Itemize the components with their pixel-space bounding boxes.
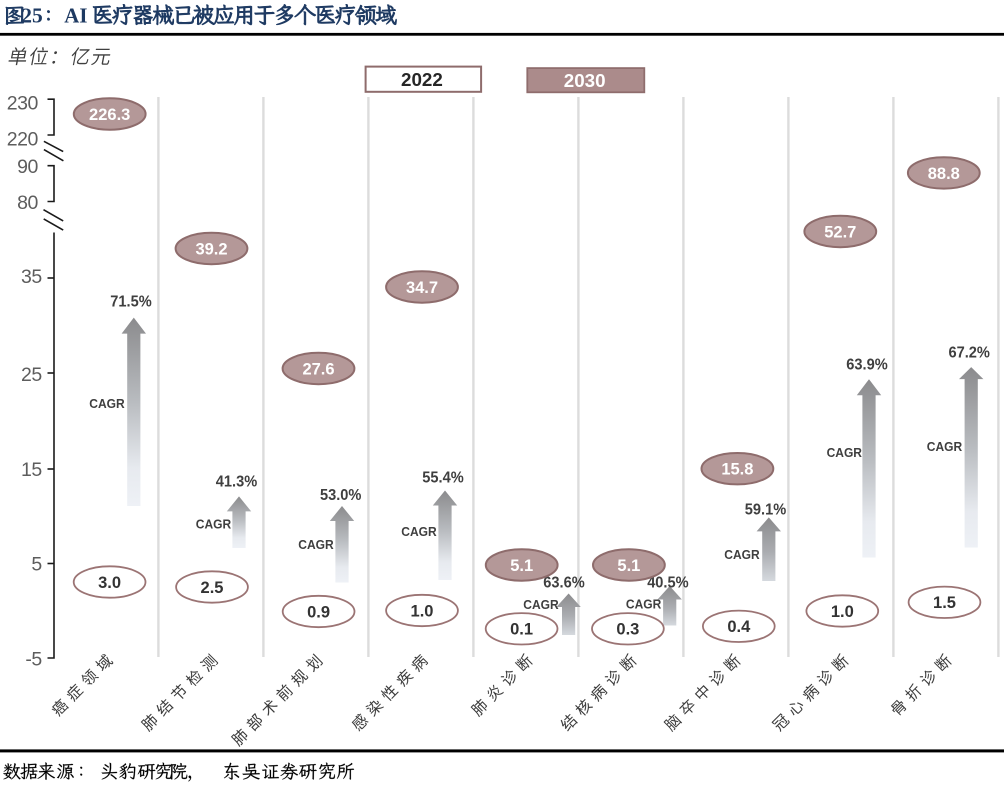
svg-text:53.0%: 53.0%: [320, 487, 362, 504]
svg-text:CAGR: CAGR: [401, 524, 437, 539]
svg-text:-5: -5: [25, 648, 42, 670]
svg-text:0.3: 0.3: [616, 621, 639, 639]
svg-text:230: 230: [7, 92, 39, 114]
svg-text:15: 15: [21, 459, 42, 481]
svg-text:1.0: 1.0: [411, 602, 434, 620]
svg-text:5.1: 5.1: [510, 557, 533, 575]
svg-text:CAGR: CAGR: [927, 439, 963, 454]
svg-text:CAGR: CAGR: [724, 547, 760, 562]
svg-text:71.5%: 71.5%: [110, 293, 152, 310]
svg-text:2030: 2030: [564, 70, 606, 91]
svg-text:59.1%: 59.1%: [745, 502, 787, 519]
svg-text:52.7: 52.7: [824, 223, 856, 241]
svg-text:34.7: 34.7: [406, 279, 438, 297]
svg-text:0.1: 0.1: [510, 621, 533, 639]
svg-text:63.9%: 63.9%: [846, 357, 888, 374]
svg-text:40.5%: 40.5%: [647, 574, 689, 591]
svg-text:15.8: 15.8: [721, 461, 753, 479]
svg-text:CAGR: CAGR: [89, 396, 125, 411]
svg-text:41.3%: 41.3%: [216, 473, 258, 490]
svg-text:3.0: 3.0: [98, 574, 121, 592]
svg-text:88.8: 88.8: [928, 165, 960, 183]
svg-text:39.2: 39.2: [195, 240, 227, 258]
svg-text:35: 35: [21, 266, 42, 288]
svg-text:80: 80: [17, 192, 38, 214]
svg-text:2.5: 2.5: [201, 579, 224, 597]
svg-text:CAGR: CAGR: [626, 596, 662, 611]
svg-text:2022: 2022: [401, 69, 443, 90]
svg-text:27.6: 27.6: [302, 360, 334, 378]
svg-text:CAGR: CAGR: [298, 537, 334, 552]
svg-text:55.4%: 55.4%: [422, 469, 464, 486]
svg-text:25: 25: [21, 364, 42, 386]
svg-text:67.2%: 67.2%: [949, 345, 991, 362]
svg-text:CAGR: CAGR: [827, 445, 863, 460]
svg-text:1.0: 1.0: [831, 603, 854, 621]
svg-text:226.3: 226.3: [89, 106, 130, 124]
svg-text:AI: AI: [64, 5, 87, 28]
svg-text:220: 220: [7, 128, 39, 150]
svg-text:5.1: 5.1: [617, 557, 640, 575]
svg-text:0.4: 0.4: [727, 618, 751, 636]
svg-text:5: 5: [31, 553, 42, 575]
svg-text:63.6%: 63.6%: [543, 574, 585, 591]
svg-text:90: 90: [17, 156, 38, 178]
svg-text:1.5: 1.5: [933, 594, 956, 612]
svg-text:CAGR: CAGR: [196, 516, 232, 531]
svg-text:CAGR: CAGR: [523, 597, 559, 612]
svg-text:25: 25: [21, 4, 43, 28]
svg-text:0.9: 0.9: [307, 603, 330, 621]
